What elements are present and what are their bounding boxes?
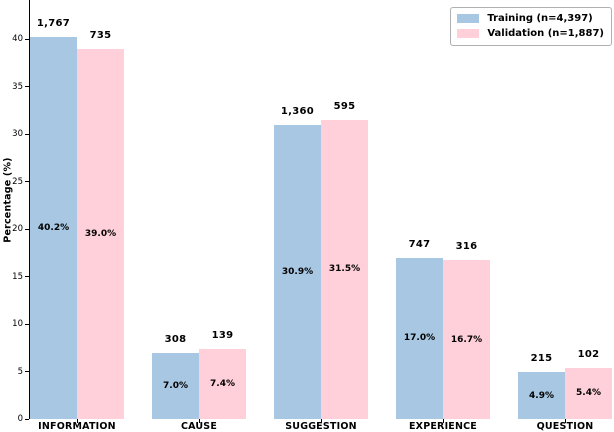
- y-tick-label: 0: [17, 414, 23, 424]
- y-tick: [25, 133, 29, 135]
- bar-pct-label: 5.4%: [576, 388, 601, 399]
- bar-count-label: 316: [455, 241, 478, 253]
- y-tick: [25, 323, 29, 325]
- bar-pct-label: 30.9%: [281, 267, 314, 278]
- bar-validation-question: [565, 367, 612, 419]
- bar-validation-suggestion: [321, 119, 368, 419]
- bar-count-label: 1,360: [280, 106, 315, 118]
- legend-item-training: Training (n=4,397): [457, 13, 604, 24]
- bar-validation-experience: [443, 260, 490, 419]
- y-tick: [25, 228, 29, 230]
- y-tick: [25, 276, 29, 277]
- x-tick: [77, 419, 78, 423]
- bar-pct-label: 40.2%: [37, 223, 70, 234]
- x-tick: [565, 419, 566, 423]
- bar-pct-label: 4.9%: [529, 390, 554, 401]
- bar-training-information: [30, 37, 77, 419]
- y-tick-label: 30: [12, 129, 23, 139]
- bar-training-question: [518, 372, 565, 419]
- bar-pct-label: 31.5%: [328, 264, 361, 275]
- y-tick-label: 5: [17, 366, 23, 377]
- bar-pct-label: 17.0%: [403, 333, 436, 344]
- bar-count-label: 215: [530, 353, 553, 365]
- x-tick-label: QUESTION: [536, 421, 594, 432]
- bar-validation-information: [77, 48, 124, 419]
- bar-count-label: 308: [164, 333, 187, 345]
- bar-training-experience: [396, 257, 443, 419]
- y-tick: [25, 418, 29, 420]
- training-color-swatch: [457, 14, 480, 23]
- bar-count-label: 102: [577, 348, 600, 360]
- y-tick: [25, 86, 29, 87]
- legend: Training (n=4,397) Validation (n=1,887): [450, 7, 612, 46]
- y-tick-label: 20: [12, 224, 23, 234]
- bar-pct-label: 39.0%: [84, 228, 117, 239]
- x-tick-label: CAUSE: [180, 421, 218, 432]
- bar-training-cause: [152, 352, 199, 419]
- bar-validation-cause: [199, 348, 246, 419]
- bar-count-label: 139: [211, 329, 234, 341]
- y-tick: [25, 371, 29, 372]
- y-tick: [25, 181, 29, 182]
- validation-color-swatch: [457, 29, 480, 38]
- bar-count-label: 747: [408, 238, 431, 250]
- bar-training-suggestion: [274, 125, 321, 419]
- y-tick-label: 25: [12, 176, 23, 187]
- legend-label-training: Training (n=4,397): [487, 13, 593, 24]
- bar-count-label: 1,767: [36, 18, 71, 30]
- bar-count-label: 595: [333, 100, 356, 112]
- x-tick-label: EXPERIENCE: [408, 421, 478, 432]
- bar-count-label: 735: [89, 29, 112, 41]
- bar-pct-label: 16.7%: [450, 334, 483, 345]
- y-tick-label: 10: [12, 319, 23, 329]
- y-tick: [25, 38, 29, 40]
- x-tick-label: INFORMATION: [38, 421, 116, 432]
- y-axis-spine: [29, 0, 30, 419]
- x-tick-label: SUGGESTION: [285, 421, 357, 432]
- legend-item-validation: Validation (n=1,887): [457, 28, 604, 39]
- legend-label-validation: Validation (n=1,887): [487, 28, 604, 39]
- x-tick: [443, 419, 444, 423]
- bar-pct-label: 7.0%: [163, 380, 188, 391]
- y-tick-label: 40: [12, 34, 23, 44]
- y-tick-label: 35: [12, 81, 23, 92]
- y-tick-label: 15: [12, 271, 23, 282]
- x-tick: [321, 419, 322, 423]
- x-tick: [199, 419, 200, 423]
- bar-pct-label: 7.4%: [210, 378, 235, 389]
